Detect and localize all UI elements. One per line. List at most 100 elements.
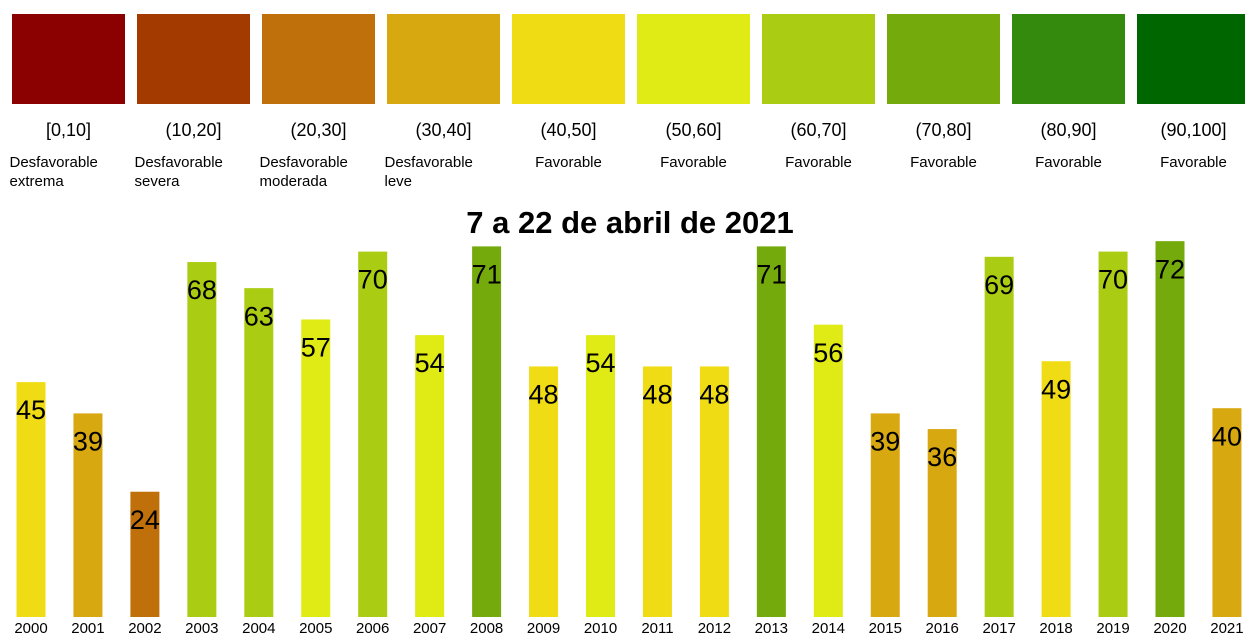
value-label: 69 xyxy=(984,270,1014,300)
legend-item: (60,70] Favorable xyxy=(762,14,875,172)
x-tick-label: 2009 xyxy=(527,620,560,637)
value-label: 48 xyxy=(529,380,559,410)
legend-item: (30,40] Desfavorable leve xyxy=(385,14,500,191)
legend-label: Desfavorable severa xyxy=(134,154,223,190)
value-label: 39 xyxy=(73,427,103,457)
value-label: 70 xyxy=(358,265,388,295)
legend-label: Favorable xyxy=(785,154,852,171)
bar xyxy=(130,491,160,617)
legend-swatch xyxy=(12,14,125,104)
legend-item: (20,30] Desfavorable moderada xyxy=(260,14,375,191)
legend-desc-wrap: Favorable xyxy=(506,153,631,172)
legend-swatch xyxy=(137,14,250,104)
value-label: 36 xyxy=(927,442,957,472)
legend-label: Favorable xyxy=(1160,154,1227,171)
x-tick-label: 2013 xyxy=(755,620,788,637)
legend-label: Desfavorable moderada xyxy=(259,154,348,190)
value-label: 70 xyxy=(1098,265,1128,295)
legend: [0,10] Desfavorable extrema (10,20] Desfavo… xyxy=(0,0,1245,210)
x-tick-label: 2014 xyxy=(812,620,845,637)
legend-range: [0,10] xyxy=(45,120,92,140)
value-label: 56 xyxy=(813,338,843,368)
legend-label: Favorable xyxy=(910,154,977,171)
legend-range: (60,70] xyxy=(790,120,847,140)
x-tick-label: 2015 xyxy=(869,620,902,637)
value-label: 63 xyxy=(244,301,274,331)
x-tick-label: 2021 xyxy=(1210,620,1243,637)
legend-swatch xyxy=(1012,14,1125,104)
value-label: 72 xyxy=(1155,254,1185,284)
legend-range: (90,100] xyxy=(1160,120,1227,140)
bar xyxy=(187,262,217,617)
bar xyxy=(642,366,672,617)
bar xyxy=(756,246,786,617)
legend-desc-wrap: Desfavorable severa xyxy=(131,153,256,191)
legend-swatch xyxy=(887,14,1000,104)
x-tick-label: 2000 xyxy=(14,620,47,637)
legend-range: (40,50] xyxy=(540,120,597,140)
x-tick-label: 2019 xyxy=(1096,620,1129,637)
bar xyxy=(1098,251,1128,617)
x-tick-label: 2011 xyxy=(641,620,673,637)
legend-swatch xyxy=(512,14,625,104)
legend-range: (70,80] xyxy=(915,120,972,140)
bar xyxy=(301,319,331,617)
value-label: 49 xyxy=(1041,374,1071,404)
bar xyxy=(984,256,1014,617)
x-tick-label: 2018 xyxy=(1039,620,1072,637)
bar xyxy=(529,366,559,617)
x-tick-label: 2016 xyxy=(926,620,959,637)
value-label: 71 xyxy=(472,260,502,290)
legend-item: (50,60] Favorable xyxy=(637,14,750,172)
legend-swatch xyxy=(637,14,750,104)
value-label: 48 xyxy=(642,380,672,410)
legend-item: (80,90] Favorable xyxy=(1012,14,1125,172)
x-tick-label: 2003 xyxy=(185,620,218,637)
legend-item: (40,50] Favorable xyxy=(512,14,625,172)
legend-desc-wrap: Favorable xyxy=(1006,153,1131,172)
bar xyxy=(16,382,46,617)
x-tick-label: 2012 xyxy=(698,620,731,637)
value-label: 57 xyxy=(301,333,331,363)
legend-desc-wrap: Desfavorable moderada xyxy=(256,153,381,191)
x-tick-label: 2020 xyxy=(1153,620,1186,637)
value-label: 45 xyxy=(16,395,46,425)
bar xyxy=(415,335,445,617)
legend-range: (10,20] xyxy=(165,120,222,140)
bar xyxy=(244,288,274,617)
bar xyxy=(870,413,900,617)
legend-label: Desfavorable extrema xyxy=(9,154,98,190)
value-label: 71 xyxy=(756,260,786,290)
legend-item: (10,20] Desfavorable severa xyxy=(135,14,250,191)
legend-swatch xyxy=(762,14,875,104)
legend-range: (50,60] xyxy=(665,120,722,140)
value-label: 40 xyxy=(1212,421,1242,451)
legend-label: Favorable xyxy=(535,154,602,171)
legend-label: Desfavorable leve xyxy=(384,154,473,190)
x-tick-label: 2001 xyxy=(71,620,104,637)
x-tick-label: 2007 xyxy=(413,620,446,637)
x-tick-label: 2017 xyxy=(982,620,1015,637)
legend-swatch xyxy=(262,14,375,104)
legend-desc-wrap: Favorable xyxy=(756,153,881,172)
legend-desc-wrap: Favorable xyxy=(881,153,1006,172)
value-label: 24 xyxy=(130,505,160,535)
bar xyxy=(586,335,615,617)
bar xyxy=(73,413,103,617)
legend-desc-wrap: Desfavorable leve xyxy=(381,153,506,191)
legend-swatch xyxy=(1137,14,1245,104)
value-label: 48 xyxy=(699,380,729,410)
bar xyxy=(813,324,843,617)
legend-desc-wrap: Favorable xyxy=(1131,153,1245,172)
bar xyxy=(472,246,502,617)
x-tick-label: 2002 xyxy=(128,620,161,637)
legend-swatch xyxy=(387,14,500,104)
legend-item: (90,100] Favorable xyxy=(1137,14,1245,172)
x-tick-label: 2008 xyxy=(470,620,503,637)
legend-range: (30,40] xyxy=(415,120,472,140)
legend-item: [0,10] Desfavorable extrema xyxy=(9,14,125,191)
bar xyxy=(1155,241,1185,617)
legend-range: (80,90] xyxy=(1040,120,1097,140)
bar xyxy=(1212,408,1242,617)
